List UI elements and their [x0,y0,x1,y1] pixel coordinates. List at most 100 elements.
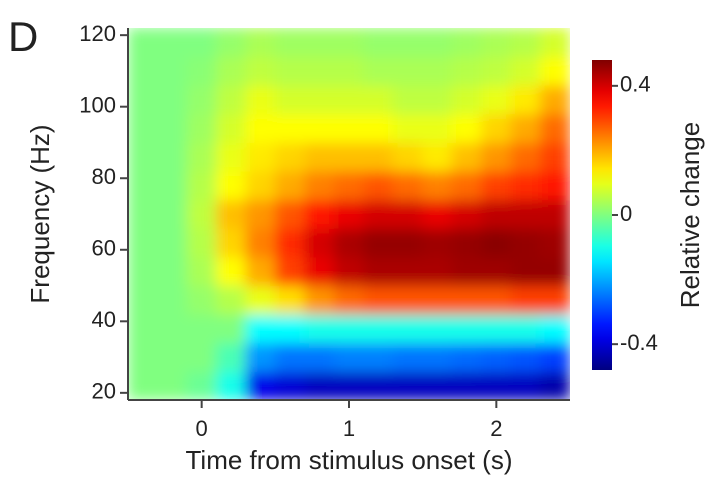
heatmap-cell [451,84,483,115]
heatmap-cell [245,285,276,315]
heatmap-cell [481,285,512,315]
heatmap-cell [451,370,483,400]
heatmap-cell [156,141,188,172]
heatmap-cell [156,313,188,344]
heatmap-cell [274,227,306,258]
heatmap-cell [333,28,365,58]
heatmap-cell [274,56,306,86]
heatmap-cell [274,113,306,143]
colorbar-tick-label: -0.4 [620,330,658,355]
heatmap-cell [245,113,276,143]
heatmap-cell [186,199,217,229]
heatmap-cell [451,113,483,143]
heatmap-cell [392,285,424,315]
heatmap-cell [186,285,217,315]
heatmap-cell [156,256,188,287]
heatmap-cell [540,170,570,201]
heatmap-cell [510,256,542,287]
heatmap-cell [186,141,217,172]
heatmap-cell [186,227,217,258]
heatmap-cell [510,285,542,315]
y-tick-label: 20 [92,379,116,404]
heatmap-cell [304,285,335,315]
heatmap-cell [215,113,247,143]
heatmap-cell [540,199,570,229]
heatmap-cell [422,342,453,372]
heatmap-cell [304,170,335,201]
y-tick-label: 120 [79,21,116,46]
heatmap-cell [156,342,188,372]
heatmap-cell [274,256,306,287]
heatmap-cell [422,370,453,400]
heatmap-cell [333,227,365,258]
heatmap-cell [128,141,158,172]
heatmap-cell [363,199,394,229]
heatmap-cell [363,313,394,344]
heatmap-cell [304,342,335,372]
heatmap-cell [186,256,217,287]
heatmap-cell [215,56,247,86]
heatmap-cell [245,84,276,115]
heatmap-cell [422,28,453,58]
heatmap-cell [274,28,306,58]
heatmap-cell [245,199,276,229]
heatmap-cell [392,170,424,201]
x-tick-label: 2 [490,416,502,441]
heatmap-cell [540,313,570,344]
heatmap-cell [186,56,217,86]
heatmap-cell [245,56,276,86]
heatmap-cell [128,285,158,315]
heatmap-cell [510,313,542,344]
heatmap-cell [481,370,512,400]
heatmap-cell [363,113,394,143]
heatmap-cell [156,170,188,201]
heatmap-cell [481,56,512,86]
y-tick-label: 100 [79,93,116,118]
heatmap-cell [215,84,247,115]
heatmap-cell [392,227,424,258]
heatmap-cell [333,342,365,372]
heatmap-cell [363,370,394,400]
x-tick-label: 0 [196,416,208,441]
y-tick-label: 60 [92,236,116,261]
heatmap-cell [215,256,247,287]
heatmap-cell [215,199,247,229]
heatmap-cell [510,141,542,172]
heatmap-cell [156,113,188,143]
heatmap-cell [540,256,570,287]
heatmap-cell [245,313,276,344]
heatmap-cell [392,56,424,86]
heatmap-cell [451,285,483,315]
heatmap-cell [304,370,335,400]
heatmap-cell [186,170,217,201]
heatmap-clip [128,28,570,400]
heatmap-cell [304,56,335,86]
heatmap-cell [422,141,453,172]
heatmap-cell [540,141,570,172]
heatmap-cell [245,227,276,258]
heatmap-cell [451,342,483,372]
heatmap-cell [128,342,158,372]
heatmap-cell [156,56,188,86]
heatmap-cell [422,227,453,258]
heatmap-cell [274,285,306,315]
heatmap-cell [540,56,570,86]
x-axis-label: Time from stimulus onset (s) [186,445,513,475]
heatmap-cell [422,199,453,229]
heatmap-cell [422,170,453,201]
heatmap-cell [274,342,306,372]
colorbar [592,60,612,370]
heatmap-cell [156,285,188,315]
heatmap-cell [304,113,335,143]
heatmap-cell [274,199,306,229]
heatmap-cell [392,256,424,287]
heatmap-cell [363,170,394,201]
heatmap-cell [128,199,158,229]
heatmap-cell [481,141,512,172]
colorbar-tick-label: 0.4 [620,72,651,97]
colorbar-label: Relative change [675,122,705,308]
heatmap-cell [540,370,570,400]
heatmap-cell [128,227,158,258]
heatmap-cell [333,84,365,115]
heatmap-cell [333,113,365,143]
